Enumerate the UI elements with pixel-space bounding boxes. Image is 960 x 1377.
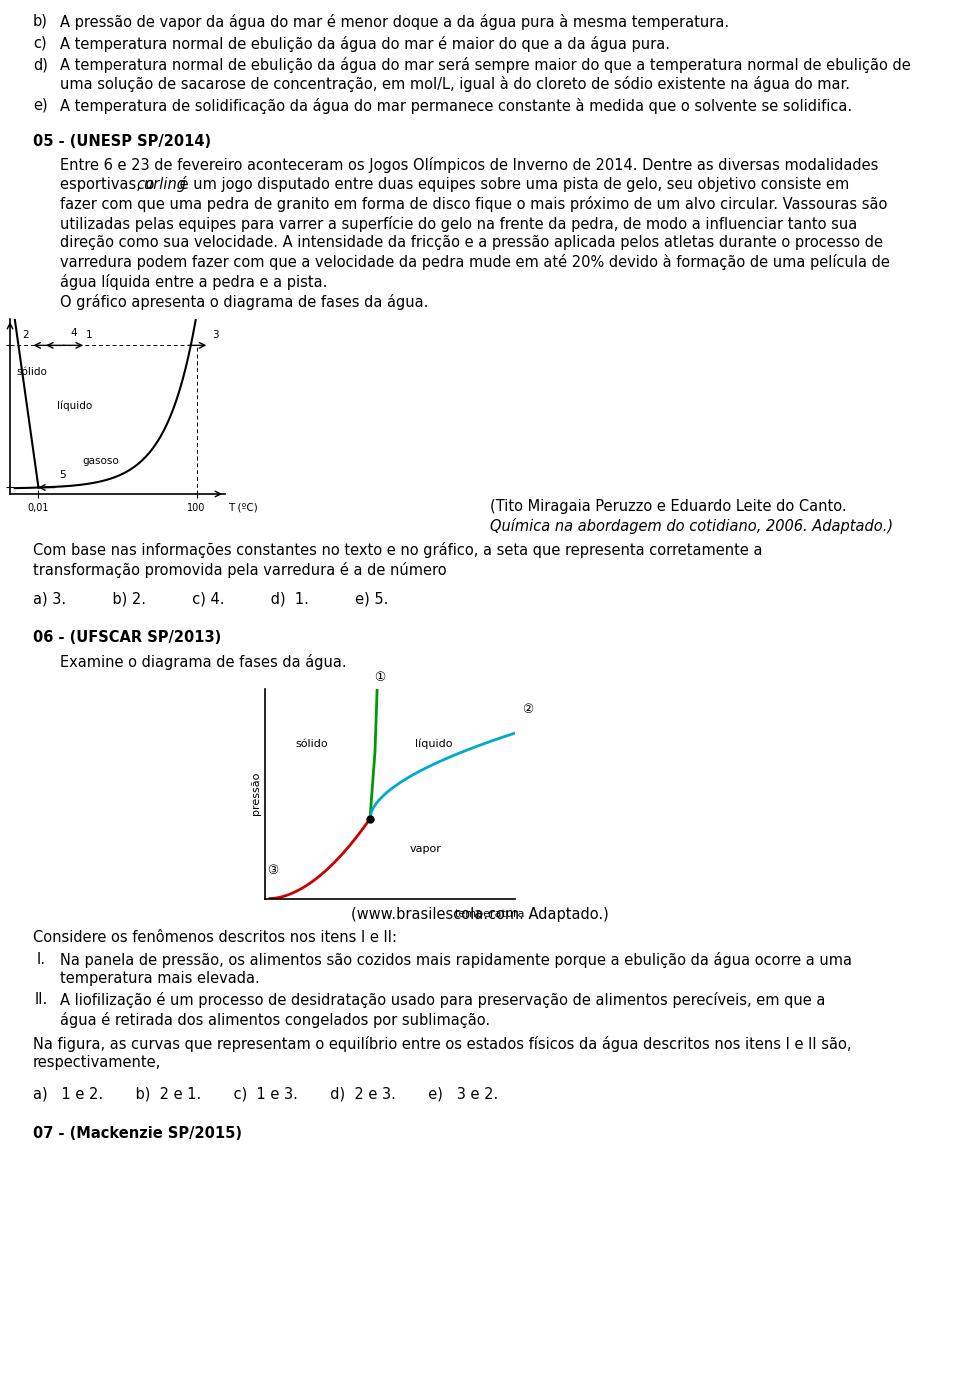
Text: 3: 3 bbox=[212, 330, 219, 340]
Text: 05 - (UNESP SP/2014): 05 - (UNESP SP/2014) bbox=[33, 134, 211, 149]
Text: Química na abordagem do cotidiano, 2006. Adaptado.): Química na abordagem do cotidiano, 2006.… bbox=[490, 519, 893, 534]
Text: Com base nas informações constantes no texto e no gráfico, a seta que representa: Com base nas informações constantes no t… bbox=[33, 543, 762, 558]
Text: líquido: líquido bbox=[58, 401, 93, 412]
Text: vapor: vapor bbox=[410, 844, 442, 854]
Text: A temperatura normal de ebulição da água do mar será sempre maior do que a tempe: A temperatura normal de ebulição da água… bbox=[60, 56, 911, 73]
Text: é um jogo disputado entre duas equipes sobre uma pista de gelo, seu objetivo con: é um jogo disputado entre duas equipes s… bbox=[175, 176, 849, 193]
Text: 1: 1 bbox=[85, 330, 92, 340]
Text: Na panela de pressão, os alimentos são cozidos mais rapidamente porque a ebuliçã: Na panela de pressão, os alimentos são c… bbox=[60, 952, 852, 968]
Text: T (ºC): T (ºC) bbox=[228, 503, 258, 512]
Text: b): b) bbox=[33, 14, 48, 29]
Text: (Tito Miragaia Peruzzo e Eduardo Leite do Canto.: (Tito Miragaia Peruzzo e Eduardo Leite d… bbox=[490, 498, 847, 514]
Text: curling: curling bbox=[136, 176, 186, 191]
Text: (www.brasilescola.com. Adaptado.): (www.brasilescola.com. Adaptado.) bbox=[351, 906, 609, 921]
Text: sólido: sólido bbox=[16, 368, 47, 377]
Text: utilizadas pelas equipes para varrer a superfície do gelo na frente da pedra, de: utilizadas pelas equipes para varrer a s… bbox=[60, 215, 857, 231]
Text: temperatura mais elevada.: temperatura mais elevada. bbox=[60, 971, 260, 986]
Text: A temperatura normal de ebulição da água do mar é maior do que a da água pura.: A temperatura normal de ebulição da água… bbox=[60, 36, 670, 51]
Text: A temperatura de solidificação da água do mar permanece constante à medida que o: A temperatura de solidificação da água d… bbox=[60, 98, 852, 114]
Text: A pressão de vapor da água do mar é menor doque a da água pura à mesma temperatu: A pressão de vapor da água do mar é meno… bbox=[60, 14, 730, 30]
Text: c): c) bbox=[33, 36, 47, 51]
Text: uma solução de sacarose de concentração, em mol/L, igual à do cloreto de sódio e: uma solução de sacarose de concentração,… bbox=[60, 77, 850, 92]
Text: Entre 6 e 23 de fevereiro aconteceram os Jogos Olímpicos de Inverno de 2014. Den: Entre 6 e 23 de fevereiro aconteceram os… bbox=[60, 157, 878, 174]
Text: 4: 4 bbox=[70, 328, 77, 337]
Text: II.: II. bbox=[35, 993, 48, 1008]
Text: a)   1 e 2.       b)  2 e 1.       c)  1 e 3.       d)  2 e 3.       e)   3 e 2.: a) 1 e 2. b) 2 e 1. c) 1 e 3. d) 2 e 3. … bbox=[33, 1086, 498, 1102]
Text: água líquida entre a pedra e a pista.: água líquida entre a pedra e a pista. bbox=[60, 274, 327, 291]
Text: respectivamente,: respectivamente, bbox=[33, 1055, 161, 1070]
Text: d): d) bbox=[33, 56, 48, 72]
Text: líquido: líquido bbox=[415, 739, 452, 749]
Text: esportivas, o: esportivas, o bbox=[60, 176, 159, 191]
Text: varredura podem fazer com que a velocidade da pedra mude em até 20% devido à for: varredura podem fazer com que a velocida… bbox=[60, 255, 890, 270]
Text: e): e) bbox=[33, 98, 48, 113]
Text: gasoso: gasoso bbox=[83, 456, 119, 465]
Text: transformação promovida pela varredura é a de número: transformação promovida pela varredura é… bbox=[33, 562, 446, 577]
Text: O gráfico apresenta o diagrama de fases da água.: O gráfico apresenta o diagrama de fases … bbox=[60, 293, 428, 310]
Y-axis label: pressão: pressão bbox=[251, 772, 261, 815]
Text: ②: ② bbox=[522, 704, 534, 716]
Text: Examine o diagrama de fases da água.: Examine o diagrama de fases da água. bbox=[60, 654, 347, 671]
Text: sólido: sólido bbox=[295, 739, 327, 749]
Text: temperatura: temperatura bbox=[454, 909, 525, 918]
Text: a) 3.          b) 2.          c) 4.          d)  1.          e) 5.: a) 3. b) 2. c) 4. d) 1. e) 5. bbox=[33, 591, 389, 606]
Text: direção como sua velocidade. A intensidade da fricção e a pressão aplicada pelos: direção como sua velocidade. A intensida… bbox=[60, 235, 883, 251]
Text: água é retirada dos alimentos congelados por sublimação.: água é retirada dos alimentos congelados… bbox=[60, 1012, 491, 1029]
Text: 5: 5 bbox=[59, 470, 65, 481]
Text: fazer com que uma pedra de granito em forma de disco fique o mais próximo de um : fazer com que uma pedra de granito em fo… bbox=[60, 196, 887, 212]
Text: ①: ① bbox=[374, 672, 386, 684]
Text: I.: I. bbox=[37, 952, 46, 967]
Text: 06 - (UFSCAR SP/2013): 06 - (UFSCAR SP/2013) bbox=[33, 631, 221, 646]
Text: ③: ③ bbox=[268, 865, 278, 877]
Text: A liofilização é um processo de desidratação usado para preservação de alimentos: A liofilização é um processo de desidrat… bbox=[60, 993, 826, 1008]
Text: Na figura, as curvas que representam o equilíbrio entre os estados físicos da ág: Na figura, as curvas que representam o e… bbox=[33, 1036, 852, 1052]
Text: 2: 2 bbox=[22, 330, 29, 340]
Text: 07 - (Mackenzie SP/2015): 07 - (Mackenzie SP/2015) bbox=[33, 1126, 242, 1142]
Text: Considere os fenômenos descritos nos itens I e II:: Considere os fenômenos descritos nos ite… bbox=[33, 929, 397, 945]
